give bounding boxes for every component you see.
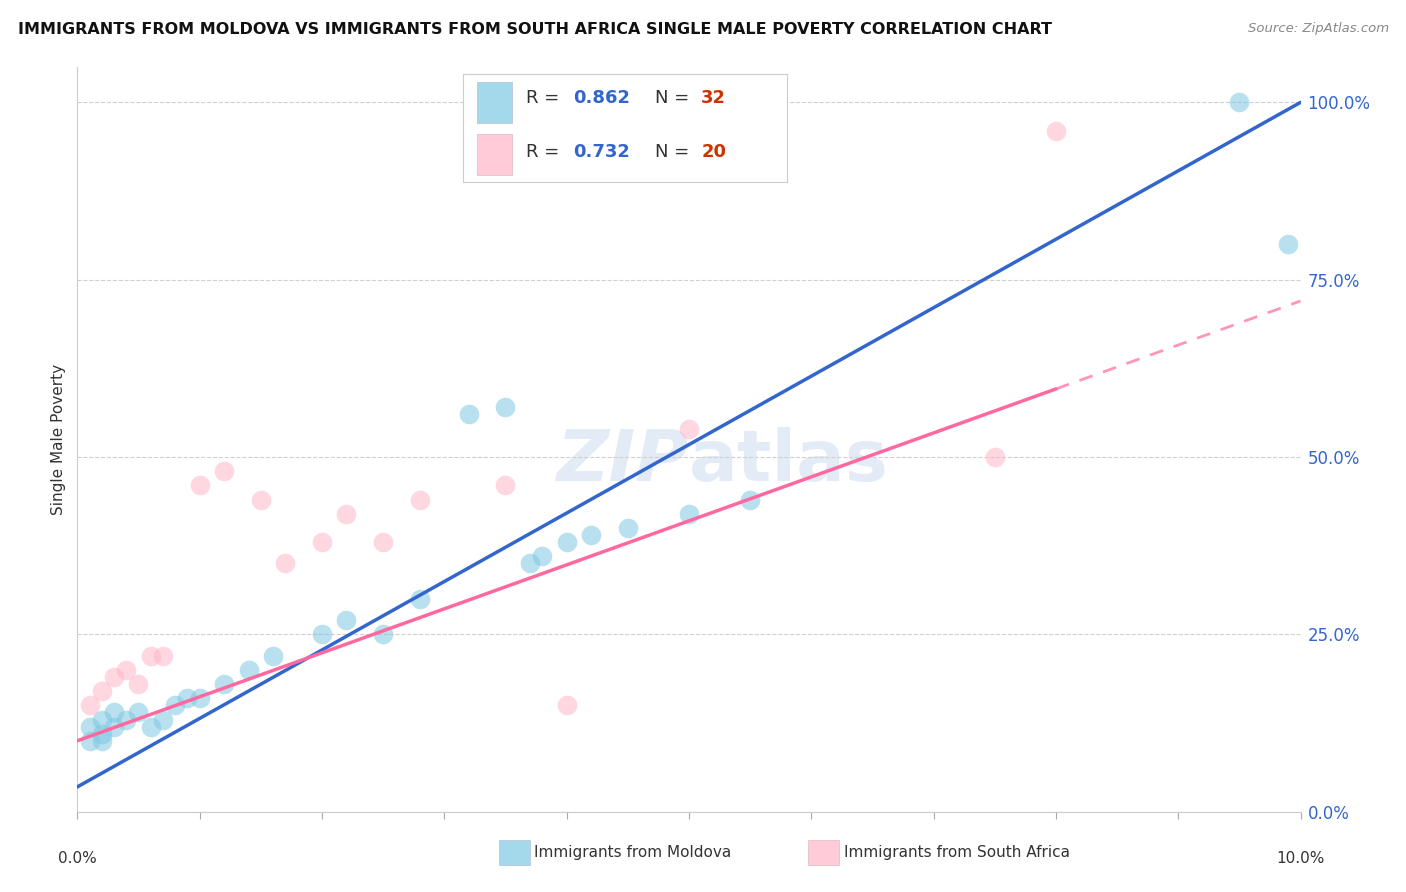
Point bbox=[103, 720, 125, 734]
Point bbox=[103, 706, 125, 720]
Point bbox=[90, 733, 112, 747]
Point bbox=[678, 507, 700, 521]
Point bbox=[519, 557, 541, 571]
Text: 0.0%: 0.0% bbox=[58, 851, 97, 865]
Point bbox=[457, 408, 479, 422]
Point bbox=[335, 613, 357, 627]
Point bbox=[127, 677, 149, 691]
Point bbox=[311, 627, 333, 641]
Text: IMMIGRANTS FROM MOLDOVA VS IMMIGRANTS FROM SOUTH AFRICA SINGLE MALE POVERTY CORR: IMMIGRANTS FROM MOLDOVA VS IMMIGRANTS FR… bbox=[18, 22, 1052, 37]
Point bbox=[495, 401, 517, 415]
FancyBboxPatch shape bbox=[463, 74, 787, 182]
Point bbox=[617, 521, 640, 535]
Point bbox=[495, 478, 517, 492]
Point bbox=[250, 492, 273, 507]
Point bbox=[1229, 95, 1251, 110]
Point bbox=[152, 713, 174, 727]
Text: N =: N = bbox=[655, 143, 695, 161]
Point bbox=[152, 648, 174, 663]
Y-axis label: Single Male Poverty: Single Male Poverty bbox=[51, 364, 66, 515]
Point bbox=[212, 464, 235, 478]
Point bbox=[238, 663, 260, 677]
Point bbox=[165, 698, 187, 713]
Point bbox=[409, 492, 432, 507]
Point bbox=[1277, 237, 1299, 252]
Point bbox=[1045, 124, 1067, 138]
Point bbox=[79, 720, 101, 734]
Text: R =: R = bbox=[526, 89, 565, 107]
Point bbox=[188, 478, 211, 492]
Point bbox=[90, 713, 112, 727]
Text: Immigrants from Moldova: Immigrants from Moldova bbox=[534, 846, 731, 860]
Point bbox=[176, 691, 198, 706]
Point bbox=[371, 627, 394, 641]
Point bbox=[212, 677, 235, 691]
Point bbox=[103, 670, 125, 684]
Point bbox=[678, 422, 700, 436]
Point bbox=[139, 720, 162, 734]
Point bbox=[409, 591, 432, 606]
Point bbox=[188, 691, 211, 706]
Text: N =: N = bbox=[655, 89, 695, 107]
Text: 32: 32 bbox=[702, 89, 725, 107]
Point bbox=[115, 713, 138, 727]
Text: Source: ZipAtlas.com: Source: ZipAtlas.com bbox=[1249, 22, 1389, 36]
Point bbox=[115, 663, 138, 677]
Text: 20: 20 bbox=[702, 143, 725, 161]
Point bbox=[139, 648, 162, 663]
Point bbox=[311, 535, 333, 549]
Point bbox=[90, 727, 112, 741]
Text: R =: R = bbox=[526, 143, 565, 161]
Text: ZIP: ZIP bbox=[557, 427, 689, 496]
Point bbox=[531, 549, 554, 564]
Point bbox=[90, 684, 112, 698]
Point bbox=[79, 733, 101, 747]
FancyBboxPatch shape bbox=[477, 82, 512, 123]
Text: 0.732: 0.732 bbox=[572, 143, 630, 161]
Point bbox=[740, 492, 762, 507]
Text: Immigrants from South Africa: Immigrants from South Africa bbox=[844, 846, 1070, 860]
Point bbox=[555, 535, 578, 549]
Text: atlas: atlas bbox=[689, 427, 889, 496]
Point bbox=[371, 535, 394, 549]
Point bbox=[262, 648, 284, 663]
Point bbox=[555, 698, 578, 713]
Point bbox=[335, 507, 357, 521]
FancyBboxPatch shape bbox=[477, 134, 512, 175]
Text: 10.0%: 10.0% bbox=[1277, 851, 1324, 865]
Text: 0.862: 0.862 bbox=[572, 89, 630, 107]
Point bbox=[579, 528, 602, 542]
Point bbox=[274, 557, 297, 571]
Point bbox=[127, 706, 149, 720]
Point bbox=[79, 698, 101, 713]
Point bbox=[984, 450, 1007, 464]
